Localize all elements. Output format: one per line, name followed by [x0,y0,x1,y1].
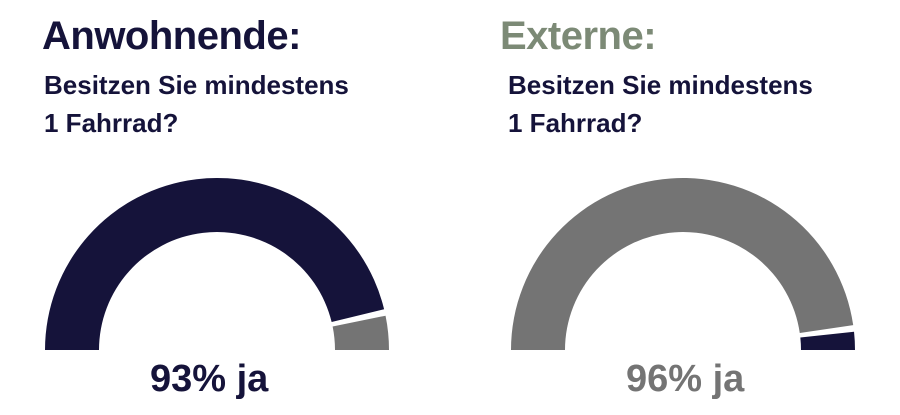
gauge-segment-nein [332,315,389,350]
question-text: Besitzen Sie mindestens 1 Fahrrad? [508,70,813,138]
group-title: Externe: [500,14,657,58]
gauge-segment-ja [511,177,854,350]
question-text: Besitzen Sie mindestens 1 Fahrrad? [44,70,349,138]
gauge-chart-externe [511,177,855,350]
gauge-segment-ja [45,177,385,350]
gauge-panel-anwohnende: Anwohnende: Besitzen Sie mindestens 1 Fa… [42,0,462,415]
result-label: 96% ja [626,358,745,400]
gauge-chart-anwohnende [45,177,389,350]
result-label: 93% ja [150,358,269,400]
gauge-segment-nein [800,331,855,350]
gauge-panel-externe: Externe: Besitzen Sie mindestens 1 Fahrr… [500,0,900,415]
group-title: Anwohnende: [42,14,301,58]
